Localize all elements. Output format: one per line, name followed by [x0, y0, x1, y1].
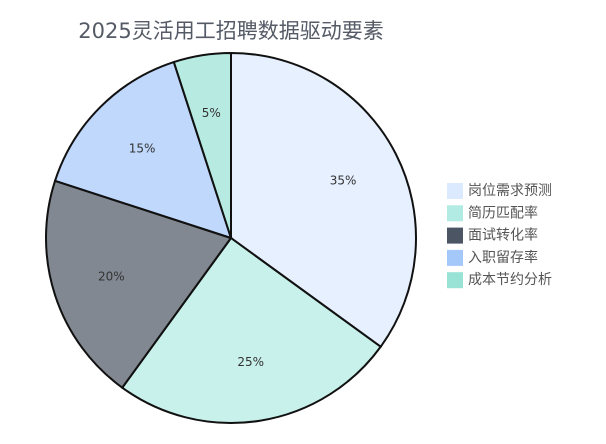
data-label: 25%: [237, 355, 264, 369]
legend-label: 面试转化率: [468, 227, 538, 244]
legend-label: 入职留存率: [468, 249, 538, 266]
data-label: 5%: [202, 106, 221, 120]
chart-title: 2025灵活用工招聘数据驱动要素: [78, 19, 383, 43]
pie-slice: [172, 51, 232, 239]
legend-swatch: [447, 272, 463, 289]
legend-label: 岗位需求预测: [468, 183, 552, 199]
legend-swatch: [447, 249, 463, 266]
legend-swatch: [447, 183, 463, 199]
legend-label: 成本节约分析: [468, 272, 552, 288]
pie-slice: [53, 60, 233, 240]
pie-slice: [45, 179, 233, 390]
data-label: 20%: [98, 269, 125, 283]
pie-slice: [230, 51, 417, 349]
data-label: 15%: [129, 142, 156, 156]
legend-swatch: [447, 227, 463, 244]
pie-slice: [120, 236, 383, 424]
legend-label: 简历匹配率: [468, 204, 538, 221]
data-label: 35%: [330, 173, 357, 187]
legend-swatch: [447, 205, 463, 222]
